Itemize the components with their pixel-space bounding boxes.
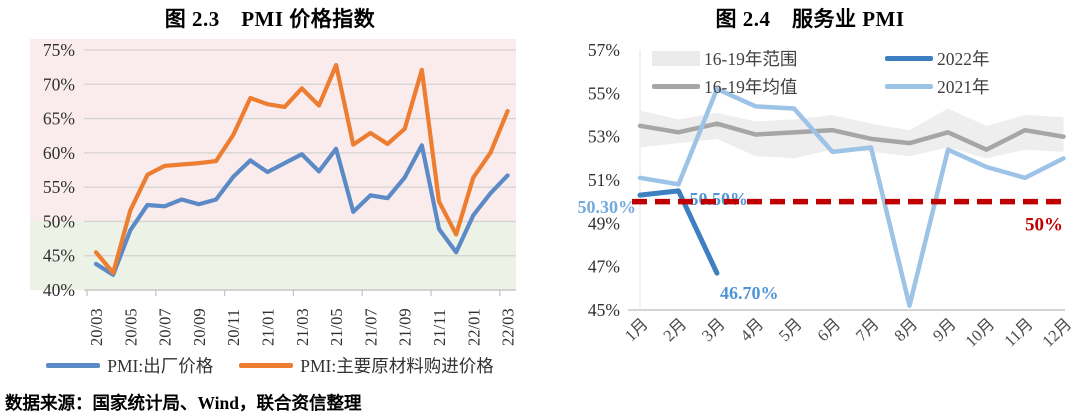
band-swatch (652, 51, 700, 66)
svg-text:20/05: 20/05 (121, 308, 140, 346)
svg-text:1月: 1月 (621, 314, 652, 345)
figure-2-4-services-pmi: 图 2.4 服务业 PMI 45% 47% 49% 51% 53% 55% 57% 1月 2月 3… (540, 0, 1080, 390)
svg-text:51%: 51% (588, 170, 620, 190)
svg-text:20/09: 20/09 (190, 308, 209, 346)
svg-text:22/01: 22/01 (464, 308, 483, 346)
svg-text:20/11: 20/11 (224, 309, 243, 346)
svg-text:65%: 65% (43, 109, 75, 129)
line-swatch (885, 56, 933, 61)
svg-text:3月: 3月 (698, 314, 729, 345)
svg-text:4月: 4月 (736, 314, 767, 345)
data-source-note: 数据来源：国家统计局、Wind，联合资信整理 (5, 393, 362, 413)
svg-text:21/01: 21/01 (259, 308, 278, 346)
svg-text:11月: 11月 (1000, 314, 1036, 350)
svg-text:50%: 50% (1025, 215, 1063, 236)
svg-text:55%: 55% (588, 83, 620, 103)
svg-text:50.50%: 50.50% (690, 189, 749, 209)
pmi-price-chart: 40% 45% 50% 55% 60% 65% 70% 75% 20/03 20/05 20/07 2… (30, 39, 518, 346)
svg-text:20/03: 20/03 (87, 308, 106, 346)
legend-item-2022: 2022年 (885, 46, 990, 71)
legend-label: 2021年 (937, 77, 990, 97)
chart-legend: 16-19年范围 2022年 16-19年均值 2021年 (652, 46, 990, 99)
line-swatch (46, 363, 101, 368)
svg-text:40%: 40% (43, 280, 75, 300)
legend-label: PMI:主要原材料购进价格 (300, 356, 494, 376)
svg-text:9月: 9月 (929, 314, 960, 345)
svg-text:50.30%: 50.30% (578, 197, 637, 217)
svg-text:55%: 55% (43, 177, 75, 197)
svg-text:21/09: 21/09 (396, 308, 415, 346)
legend-item-raw-material-price: PMI:主要原材料购进价格 (239, 353, 494, 378)
svg-text:50%: 50% (43, 211, 75, 231)
svg-text:12月: 12月 (1038, 314, 1075, 351)
svg-text:20/07: 20/07 (156, 308, 175, 346)
svg-text:60%: 60% (43, 143, 75, 163)
svg-text:57%: 57% (588, 40, 620, 60)
legend-item-factory-price: PMI:出厂价格 (46, 353, 213, 378)
svg-text:70%: 70% (43, 74, 75, 94)
line-swatch (652, 84, 700, 89)
svg-text:53%: 53% (588, 127, 620, 147)
legend-label: 16-19年均值 (704, 77, 798, 97)
svg-text:2月: 2月 (659, 314, 690, 345)
svg-text:75%: 75% (43, 40, 75, 60)
svg-text:5月: 5月 (775, 314, 806, 345)
svg-text:47%: 47% (588, 257, 620, 277)
figure-title: 图 2.4 服务业 PMI (715, 7, 905, 31)
svg-text:45%: 45% (588, 300, 620, 320)
legend-item-range-16-19: 16-19年范围 (652, 46, 885, 71)
svg-text:6月: 6月 (813, 314, 844, 345)
figure-2-3-pmi-price-index: 图 2.3 PMI 价格指数 40% 45% 50% 55% 60% 65% 70% 75% 2… (0, 0, 540, 390)
svg-text:45%: 45% (43, 246, 75, 266)
svg-text:10月: 10月 (961, 314, 998, 351)
line-swatch (885, 84, 933, 89)
chart-legend: PMI:出厂价格 PMI:主要原材料购进价格 (0, 353, 540, 378)
services-pmi-chart: 45%47%49%51%53%55%57%1月 2月 3月 4月 5月 6月 7月 8月 9月 1… (578, 40, 1076, 351)
svg-text:8月: 8月 (890, 314, 921, 345)
figure-title: 图 2.3 PMI 价格指数 (164, 7, 376, 31)
svg-text:21/05: 21/05 (327, 308, 346, 346)
legend-item-mean-16-19: 16-19年均值 (652, 74, 885, 99)
svg-text:46.70%: 46.70% (720, 283, 779, 303)
svg-text:49%: 49% (588, 213, 620, 233)
svg-text:21/11: 21/11 (430, 309, 449, 346)
legend-label: PMI:出厂价格 (107, 356, 214, 376)
svg-text:22/03: 22/03 (499, 308, 518, 346)
svg-text:21/03: 21/03 (293, 308, 312, 346)
line-swatch (239, 363, 294, 368)
legend-label: 16-19年范围 (704, 49, 798, 69)
legend-label: 2022年 (937, 49, 990, 69)
svg-text:7月: 7月 (852, 314, 883, 345)
svg-text:21/07: 21/07 (361, 308, 380, 346)
legend-item-2021: 2021年 (885, 74, 990, 99)
